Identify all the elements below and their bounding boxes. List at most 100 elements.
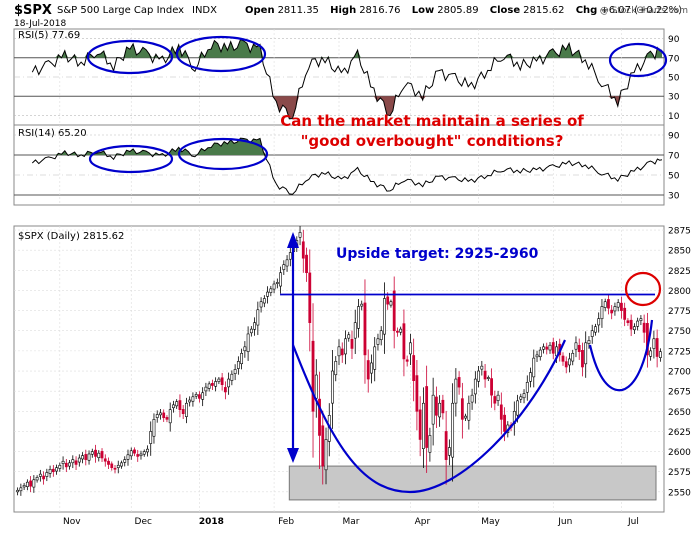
candle <box>620 296 623 319</box>
candle-body <box>243 346 247 352</box>
candle <box>418 396 422 457</box>
candle-body <box>168 409 172 424</box>
candle-body <box>574 342 578 350</box>
candle-body <box>35 477 39 481</box>
candle-body <box>249 328 253 334</box>
candle <box>165 415 169 423</box>
candle <box>581 342 584 377</box>
candle-body <box>191 396 195 402</box>
candle-body <box>522 393 526 399</box>
candle <box>577 338 581 360</box>
rsi14-tick-70: 70 <box>668 152 680 162</box>
price-tick-2825: 2825 <box>668 267 691 277</box>
candle-body <box>454 378 458 404</box>
candle-body <box>535 354 539 358</box>
candle-body <box>379 330 383 341</box>
candle-body <box>542 346 545 350</box>
candle-body <box>480 365 484 370</box>
candle <box>629 314 633 337</box>
candle-body <box>610 309 614 314</box>
candle-body <box>496 394 500 401</box>
candle <box>434 386 438 429</box>
candle <box>45 468 49 482</box>
candle-body <box>434 396 438 416</box>
question-line-2: "good overbought" conditions? <box>301 132 564 150</box>
candle <box>409 333 412 366</box>
candle-body <box>45 472 49 477</box>
candle-body <box>545 346 549 350</box>
candle-body <box>324 439 328 471</box>
candle <box>376 333 380 351</box>
candle-body <box>600 306 604 320</box>
candle <box>133 447 136 457</box>
candle-body <box>256 309 260 326</box>
candle <box>29 476 33 493</box>
candle-body <box>353 322 357 339</box>
candle-body <box>347 334 351 339</box>
candle-body <box>94 449 97 457</box>
security-name: S&P 500 Large Cap Index <box>57 5 184 16</box>
candle-body <box>71 459 75 464</box>
candle-body <box>262 298 266 304</box>
candle <box>438 395 442 427</box>
candle <box>100 448 104 463</box>
candle-body <box>314 374 318 399</box>
rsi14-line <box>31 137 663 195</box>
candle <box>357 298 360 338</box>
candle <box>253 317 256 336</box>
price-tick-2650: 2650 <box>668 408 691 418</box>
candle <box>74 456 78 470</box>
rsi14-grid <box>14 125 664 205</box>
candle-body <box>519 396 523 400</box>
candle <box>120 460 123 469</box>
rsi5-tick-30: 30 <box>668 93 680 103</box>
candle <box>236 356 240 375</box>
candle-body <box>383 298 386 335</box>
candle-body <box>360 303 364 307</box>
candle <box>467 395 471 430</box>
candle-body <box>392 290 396 332</box>
candle <box>470 388 474 410</box>
candle <box>392 276 396 349</box>
candle <box>279 266 282 294</box>
candle <box>68 459 71 470</box>
candle <box>379 326 383 346</box>
month-label: Jun <box>557 517 572 527</box>
candle <box>181 405 185 419</box>
candle-body <box>266 291 269 297</box>
cup-curve <box>291 339 567 494</box>
candle <box>149 421 153 456</box>
candle-body <box>499 404 503 420</box>
chg-label: Chg <box>576 5 598 16</box>
target-zone-group <box>288 465 657 501</box>
close-label: Close <box>490 5 521 16</box>
candle <box>266 286 269 304</box>
candle <box>594 323 597 336</box>
candle <box>227 372 231 395</box>
candle-body <box>16 489 20 493</box>
candle <box>525 375 529 401</box>
candle <box>564 356 568 374</box>
candle <box>574 336 578 358</box>
price-tick-2725: 2725 <box>668 347 691 357</box>
candle-body <box>162 412 166 419</box>
candle-body <box>438 402 442 418</box>
candle <box>35 475 39 483</box>
candle <box>522 389 526 404</box>
exchange-label: INDX <box>192 5 217 16</box>
price-tick-2675: 2675 <box>668 388 691 398</box>
candle <box>535 350 539 363</box>
candle <box>58 462 62 472</box>
rsi5-line <box>31 38 663 120</box>
candle <box>444 410 448 485</box>
candle <box>217 377 221 385</box>
candle-body <box>639 318 643 321</box>
handle-curve <box>588 319 654 392</box>
rsi5-tick-50: 50 <box>668 74 680 84</box>
candle-body <box>633 326 636 331</box>
candle-body <box>133 449 136 454</box>
price-title: $SPX (Daily) 2815.62 <box>18 231 124 242</box>
candle-body <box>613 306 617 312</box>
candle <box>233 364 237 381</box>
candle-body <box>490 378 493 396</box>
